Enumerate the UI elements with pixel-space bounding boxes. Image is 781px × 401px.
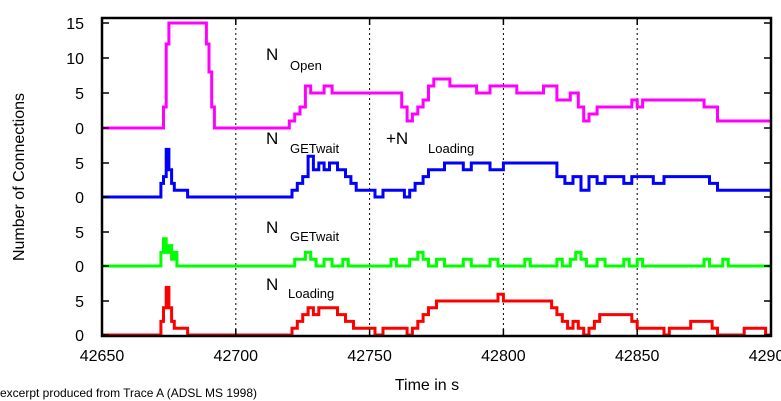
x-axis-title: Time in s [395,377,459,394]
annotation-getwait-loading-extra-sub: Loading [428,141,474,156]
series-line-getwait [102,237,771,268]
series-line-loading [102,285,771,337]
series-line-getwait_loading [102,147,771,199]
caption: excerpt produced from Trace A (ADSL MS 1… [0,386,257,400]
x-tick-label: 42900 [749,348,781,365]
y-tick-label-loading: 0 [75,328,84,345]
annotation-getwait-sub: GETwait [290,229,340,244]
x-tick-label: 42700 [214,348,259,365]
y-tick-label-getwait_loading: 0 [75,190,84,207]
x-tick-label: 42750 [347,348,392,365]
y-axis-title: Number of Connections [11,93,28,261]
y-tick-label-open: 5 [75,86,84,103]
panels [102,21,771,337]
plot-frame [100,16,773,338]
annotation-open-main: N [266,45,278,64]
axes: 15 10 5 0 5 0 5 0 5 0 42650 42700 42750 42800 42850 429… [66,16,781,365]
y-tick-label-open: 0 [75,121,84,138]
annotation-loading-sub: Loading [288,286,334,301]
series-line-open [102,21,771,130]
y-tick-label-getwait_loading: 5 [75,156,84,173]
annotation-getwait-loading-main: N [266,129,278,148]
y-tick-label-getwait: 5 [75,225,84,242]
annotation-loading-main: N [266,275,278,294]
vertical-gridlines [235,18,638,336]
x-tick-label: 42850 [615,348,660,365]
annotation-getwait-loading-sub: GETwait [290,141,340,156]
y-tick-label-open: 15 [66,16,84,33]
y-tick-label-getwait: 0 [75,259,84,276]
x-tick-label: 42800 [481,348,526,365]
y-tick-label-loading: 5 [75,294,84,311]
annotation-open-sub: Open [290,58,322,73]
annotation-getwait-main: N [266,218,278,237]
x-tick-label: 42650 [80,348,125,365]
y-tick-label-open: 10 [66,51,84,68]
annotation-getwait-loading-extra-main: +N [386,129,408,148]
